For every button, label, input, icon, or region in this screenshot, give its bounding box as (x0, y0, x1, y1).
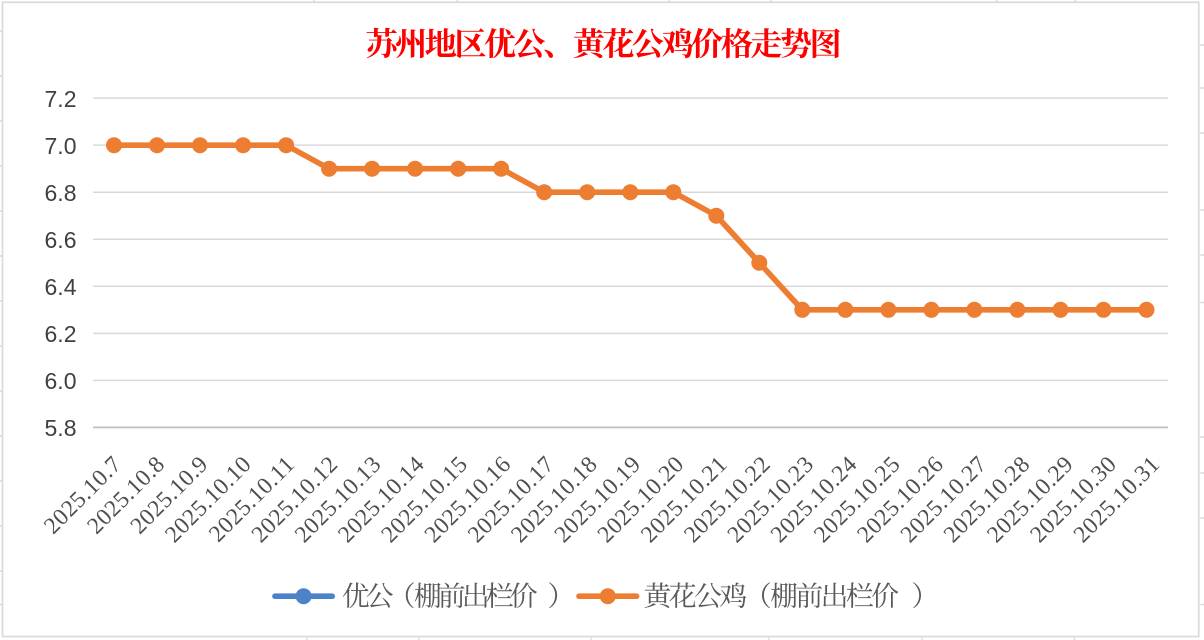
svg-text:6.0: 6.0 (45, 368, 77, 394)
svg-text:6.4: 6.4 (45, 274, 77, 300)
svg-text:7.0: 7.0 (45, 133, 77, 159)
svg-text:6.6: 6.6 (45, 227, 77, 253)
svg-text:6.8: 6.8 (45, 180, 77, 206)
svg-text:5.8: 5.8 (45, 415, 77, 441)
svg-text:7.2: 7.2 (45, 86, 77, 112)
svg-text:6.2: 6.2 (45, 321, 77, 347)
